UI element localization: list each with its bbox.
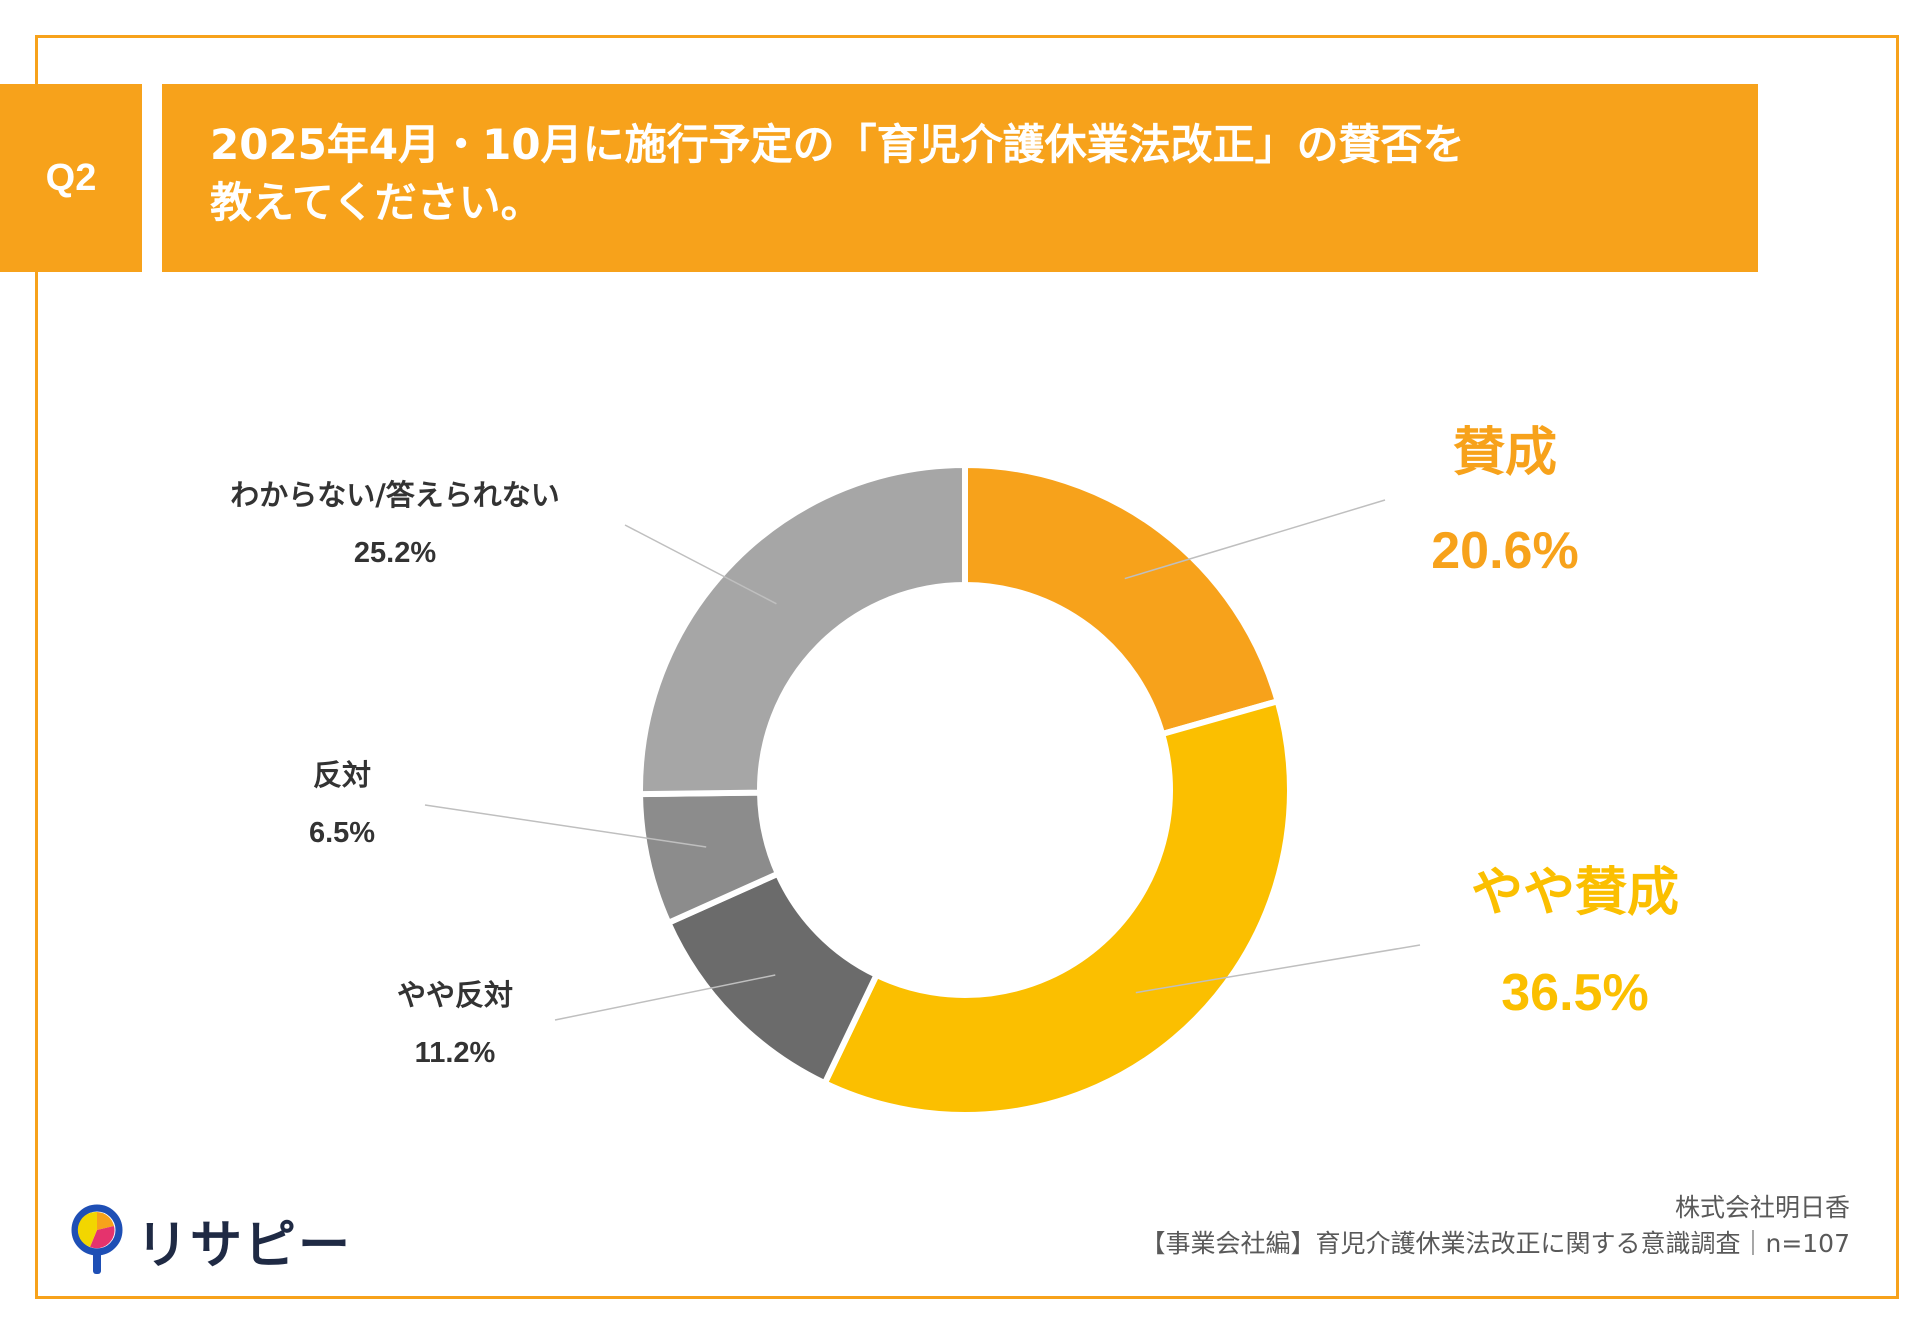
donut-slice-1 [962,461,1282,738]
leader-line-3 [554,974,776,1021]
slice-category-label-4: 反対 [313,758,371,792]
slice-category-label-3: やや反対 [397,978,513,1012]
slice-value-label-3: 11.2% [415,1037,496,1069]
question-title-line2: 教えてください。 [210,178,543,227]
donut-slice-2 [820,697,1293,1118]
footer-company: 株式会社明日香 [1674,1193,1850,1222]
slice-value-label-5: 25.2% [354,537,436,569]
slice-value-label-1: 20.6% [1431,522,1578,580]
logo: リサピー [70,1204,353,1276]
slice-category-label-1: 賛成 [1453,423,1557,483]
footer: 株式会社明日香 【事業会社編】育児介護休業法改正に関する意識調査｜n=107 [1140,1190,1850,1262]
slice-category-label-5: わからない/答えられない [230,478,560,512]
footer-source: 【事業会社編】育児介護休業法改正に関する意識調査｜n=107 [1140,1229,1850,1258]
leader-line-5 [624,524,777,605]
slice-value-label-4: 6.5% [309,817,375,849]
donut-slice-5 [637,461,968,798]
leader-line-4 [424,804,707,848]
question-number: Q2 [45,156,97,199]
magnifier-pin-icon [71,1204,123,1274]
slice-value-label-2: 36.5% [1501,964,1648,1022]
leader-line-1 [1124,499,1386,580]
leader-line-2 [1135,944,1421,994]
chart-frame [35,35,1899,1299]
question-title-line1: 2025年4月・10月に施行予定の「育児介護休業法改正」の賛否を [210,120,1465,169]
question-number-badge: Q2 [0,84,142,272]
question-title: 2025年4月・10月に施行予定の「育児介護休業法改正」の賛否を 教えてください… [162,84,1758,272]
slice-category-label-2: やや賛成 [1471,863,1679,923]
logo-text: リサピー [136,1215,353,1276]
